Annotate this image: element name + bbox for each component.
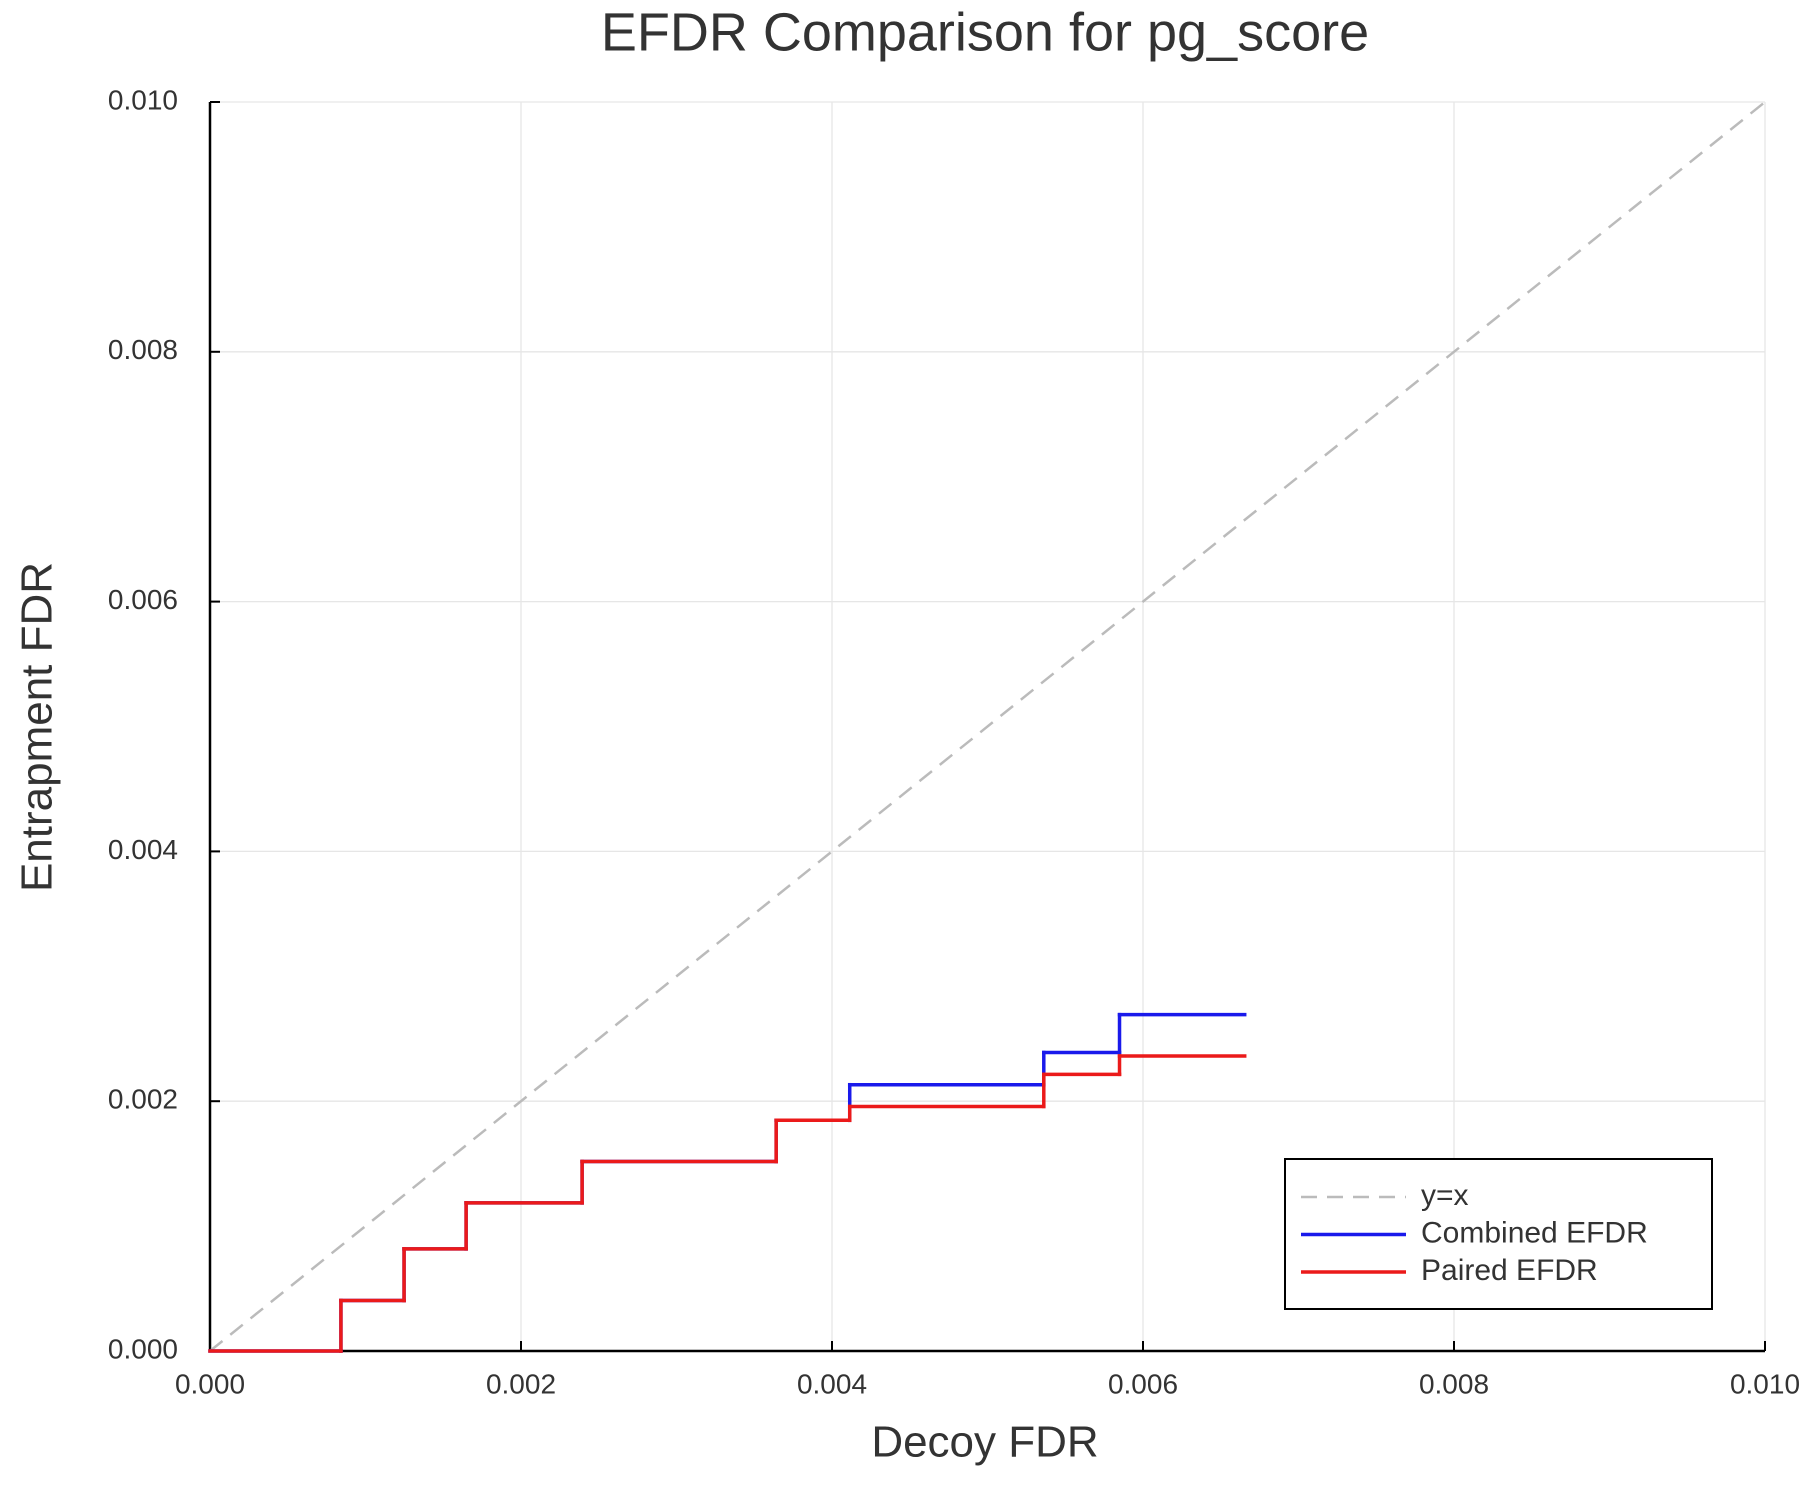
x-tick-label: 0.002: [486, 1368, 556, 1399]
x-axis-label: Decoy FDR: [871, 1418, 1098, 1467]
y-axis-label: Entrapment FDR: [13, 562, 62, 892]
legend-label: Paired EFDR: [1421, 1254, 1598, 1287]
x-tick-label: 0.008: [1419, 1368, 1489, 1399]
x-tick-label: 0.006: [1108, 1368, 1178, 1399]
y-tick-label: 0.008: [108, 334, 178, 365]
y-tick-label: 0.010: [108, 84, 178, 115]
x-tick-label: 0.000: [175, 1368, 245, 1399]
y-tick-label: 0.000: [108, 1333, 178, 1364]
reference-line: [209, 101, 1766, 1352]
y-tick-label: 0.006: [108, 584, 178, 615]
y-tick-label: 0.002: [108, 1084, 178, 1115]
chart-title: EFDR Comparison for pg_score: [601, 2, 1369, 62]
legend-label: Combined EFDR: [1421, 1216, 1648, 1249]
x-tick-label: 0.010: [1730, 1368, 1800, 1399]
legend-label: y=x: [1421, 1179, 1469, 1212]
x-tick-label: 0.004: [797, 1368, 867, 1399]
y-tick-label: 0.004: [108, 834, 178, 865]
